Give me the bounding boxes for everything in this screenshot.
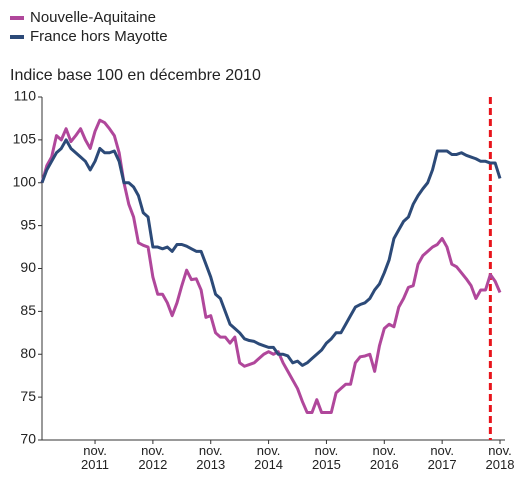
- y-tick-label: 110: [14, 88, 37, 104]
- y-tick-label: 85: [20, 302, 36, 318]
- y-tick-label: 105: [13, 131, 37, 147]
- data-line: [40, 118, 502, 415]
- y-tick-label: 70: [20, 431, 36, 447]
- x-tick-label: nov. 2012: [138, 443, 168, 472]
- chart-subtitle: Indice base 100 en décembre 2010: [10, 67, 261, 84]
- y-tick-label: 90: [20, 259, 36, 275]
- y-tick-label: 100: [13, 173, 37, 189]
- x-tick-label: nov. 2018: [485, 443, 515, 472]
- x-tick-label: nov. 2014: [254, 443, 284, 472]
- x-tick-label: nov. 2017: [427, 443, 457, 472]
- x-tick-label: nov. 2016: [369, 443, 399, 472]
- legend-label: Nouvelle-Aquitaine: [30, 9, 156, 26]
- x-tick-label: nov. 2013: [196, 443, 226, 472]
- y-tick-label: 75: [20, 388, 36, 404]
- y-tick-label: 80: [20, 345, 36, 361]
- x-tick-label: nov. 2015: [311, 443, 341, 472]
- x-tick-label: nov. 2011: [81, 443, 110, 472]
- y-tick-label: 95: [20, 216, 36, 232]
- legend-label: France hors Mayotte: [30, 28, 168, 45]
- data-line: [40, 138, 502, 367]
